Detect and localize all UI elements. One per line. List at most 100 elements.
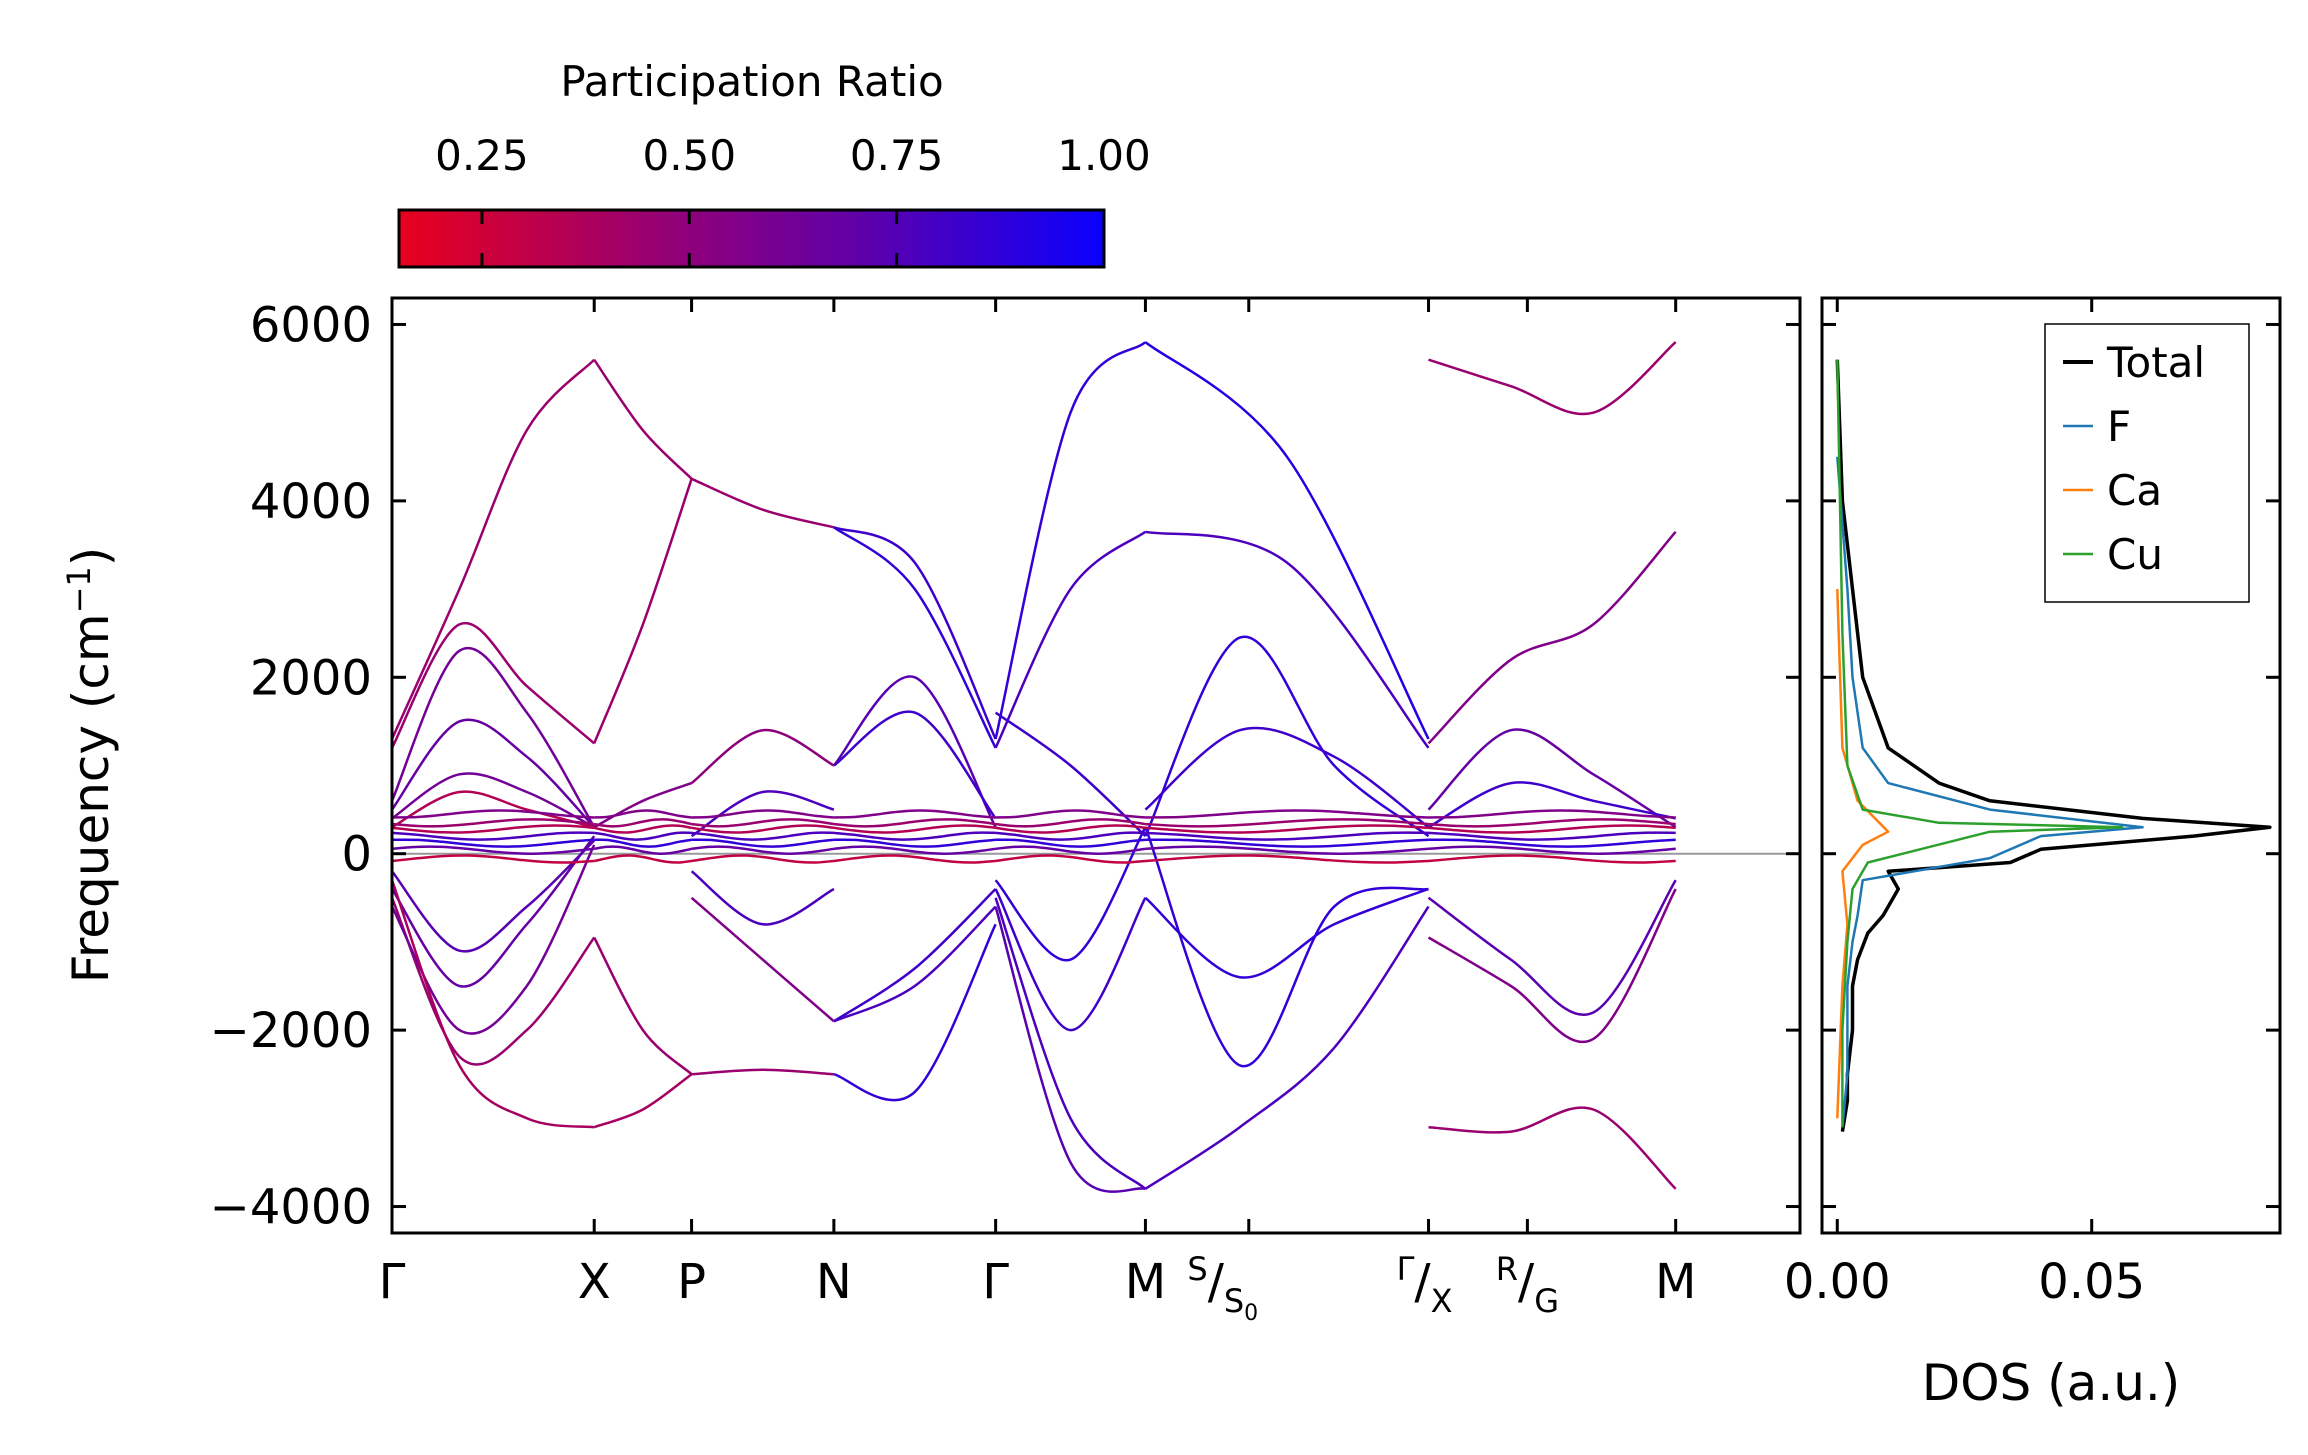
phonon-band [691,477,835,529]
phonon-band [392,835,596,988]
phonon-band-flat [594,809,692,819]
phonon-band-flat [1428,818,1676,828]
legend: Total F Ca Cu [2044,323,2250,603]
colorbar-tick-label: 0.75 [850,131,944,180]
phonon-band-flat [1145,845,1429,855]
phonon-band [994,897,1147,1190]
phonon-band-flat [995,809,1146,819]
legend-label-cu: Cu [2107,530,2163,579]
phonon-band [994,341,1147,740]
phonon-band-flat [593,845,692,855]
phonon-band-flat [392,838,595,848]
kpoint-label: Γ/X [1397,1250,1453,1320]
phonon-band-flat [593,818,692,828]
phonon-band-flat [995,854,1146,864]
phonon-band [994,711,1147,838]
phonon-band-flat [1145,854,1429,864]
phonon-band [1144,905,1430,1190]
frequency-tick-label: 0 [341,827,372,883]
phonon-band-flat [594,838,692,848]
phonon-band-flat [691,818,835,828]
phonon-band-flat [995,838,1146,848]
phonon-band-flat [691,838,835,848]
phonon-band-flat [1145,838,1429,848]
phonon-band [1145,530,1430,749]
legend-entries: Total F Ca Cu [2063,338,2205,579]
phonon-band [1144,887,1429,979]
legend-label-f: F [2107,402,2131,451]
kpoint-label: X [578,1254,611,1310]
phonon-band [593,936,693,1076]
phonon-band-flat [833,831,996,841]
phonon-band [392,718,596,829]
phonon-band [832,675,997,828]
band-frame [390,296,1802,1235]
phonon-band [690,728,835,785]
phonon-band-flat [392,845,595,855]
phonon-band-flat [392,809,595,819]
frequency-tick-label: 4000 [250,474,372,530]
phonon-band-flat [833,854,996,864]
phonon-band [994,888,1147,1032]
dos-tick-label: 0.05 [2038,1254,2145,1310]
colorbar-title: Participation Ratio [560,57,943,106]
phonon-band [392,358,596,740]
frequency-tick-label: −4000 [210,1180,372,1236]
phonon-band-flat [1145,818,1429,828]
dos-ticks: 0.00 0.05 [1784,298,2280,1310]
phonon-band-flat [833,824,996,834]
dos-line-f [1836,456,2144,1128]
legend-label-total: Total [2106,338,2205,387]
legend-label-ca: Ca [2107,466,2162,515]
phonon-band [994,530,1147,749]
kpoint-label: P [677,1254,706,1310]
phonon-band-flat [1428,838,1676,848]
phonon-band-flat [833,838,996,848]
phonon-band-flat [1428,809,1676,819]
dos-line-cu [1836,359,2124,1128]
phonon-band [833,526,997,740]
phonon-band [593,358,693,480]
frequency-tick-label: 2000 [250,650,372,706]
colorbar-tick-label: 1.00 [1057,131,1151,180]
phonon-band-flat [995,824,1146,834]
phonon-band-flat [691,824,835,834]
phonon-band-flat [691,854,834,864]
phonon-band [392,772,595,829]
phonon-band [833,710,997,820]
kpoint-ticks: Γ X P N Γ M S/S0 Γ/X R/G M [379,298,1696,1326]
phonon-band-flat [833,845,996,855]
phonon-band-flat [691,845,835,855]
phonon-band [392,790,595,829]
phonon-band [1144,635,1430,838]
dos-tick-label: 0.00 [1784,1254,1891,1310]
kpoint-label: R/G [1496,1250,1559,1320]
phonon-band [593,478,693,744]
dos-frame [1820,296,2282,1235]
kpoint-label: N [816,1254,852,1310]
phonon-band-flat [691,831,834,841]
frequency-tick-label: −2000 [210,1003,372,1059]
phonon-band-flat [392,824,595,834]
kpoint-label: S/S0 [1187,1250,1258,1326]
band-lines [392,341,1677,1193]
phonon-band [691,1068,834,1076]
phonon-band [833,905,997,1023]
phonon-band-flat [691,809,835,819]
phonon-band [1427,728,1677,829]
phonon-band [833,923,997,1102]
phonon-band [392,844,596,1035]
phonon-band [690,896,835,1023]
dos-lines [1835,359,2272,1132]
phonon-band [392,647,596,828]
phonon-band-flat [995,818,1146,828]
phonon-band [593,1073,693,1129]
frequency-axis-title: Frequency (cm−1) [60,547,120,984]
phonon-band [690,870,835,926]
frequency-ticks: 6000 4000 2000 0 −2000 −4000 [210,297,1800,1236]
colorbar-ticks: 0.25 0.50 0.75 1.00 [435,131,1151,267]
kpoint-label: M [1655,1254,1696,1310]
phonon-band-flat [995,831,1146,841]
frequency-tick-label: 6000 [250,297,372,353]
phonon-band-flat [1145,809,1429,819]
